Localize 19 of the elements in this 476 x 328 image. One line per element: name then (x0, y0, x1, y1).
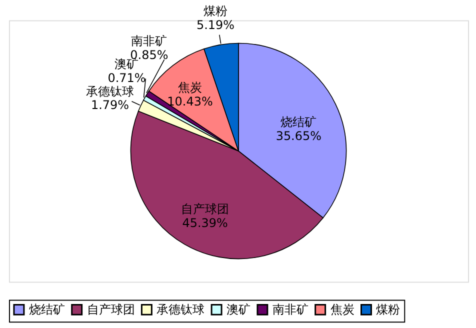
legend-label: 煤粉 (376, 302, 400, 317)
legend-label: 承德钛球 (156, 302, 205, 317)
legend-label: 烧结矿 (28, 302, 65, 317)
data-label: 1.79% (90, 98, 130, 112)
slice-label: 烧结矿 (280, 114, 317, 129)
data-label: 45.39% (182, 216, 228, 230)
data-label: 5.19% (196, 18, 235, 32)
legend-label: 南非矿 (272, 302, 308, 317)
legend-label: 焦炭 (330, 302, 354, 317)
data-label: 0.71% (108, 70, 146, 85)
slice-label: 南非矿 (131, 34, 168, 48)
data-label: 35.65% (276, 128, 322, 143)
data-label: 10.43% (167, 94, 213, 109)
slice-label: 焦炭 (178, 80, 202, 95)
legend-label: 澳矿 (226, 302, 251, 317)
slice-label: 煤粉 (204, 4, 228, 18)
slice-label: 自产球团 (181, 202, 230, 216)
slice-label: 承德钛球 (86, 84, 134, 98)
legend-label: 自产球团 (86, 302, 135, 317)
